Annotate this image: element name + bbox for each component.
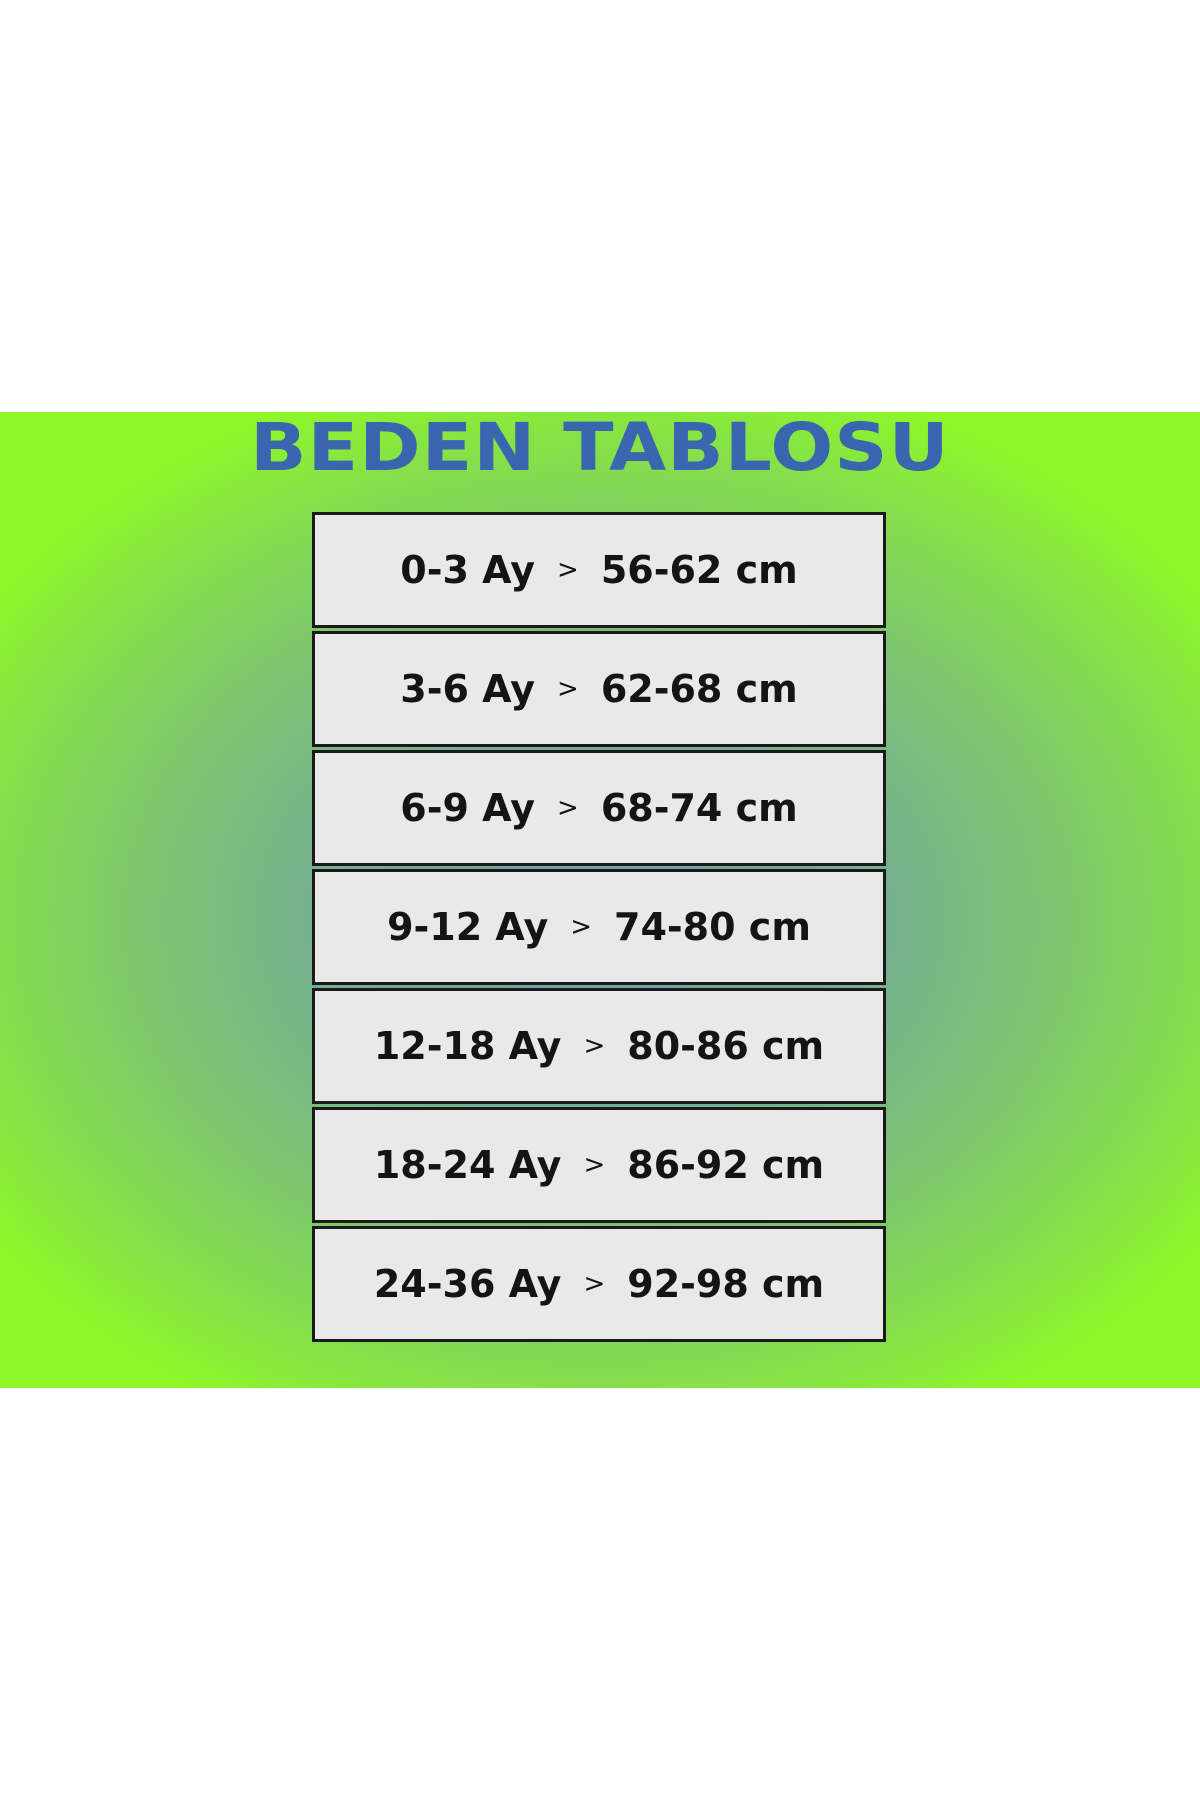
- separator-arrow: >: [557, 674, 579, 704]
- page-title: BEDEN TABLOSU: [250, 409, 950, 486]
- size-chart-panel: BEDEN TABLOSU 0-3 Ay >56-62 cm 3-6 Ay >62-6…: [0, 412, 1200, 1388]
- height-range: 92-98 cm: [627, 1262, 825, 1306]
- height-range: 68-74 cm: [600, 786, 798, 830]
- age-range: 9-12 Ay: [387, 905, 549, 949]
- size-row: 18-24 Ay >86-92 cm: [312, 1107, 886, 1223]
- size-table: 0-3 Ay >56-62 cm 3-6 Ay >62-68 cm 6-9 Ay >68-…: [312, 512, 886, 1345]
- separator-arrow: >: [557, 555, 579, 585]
- separator-arrow: >: [583, 1150, 606, 1180]
- size-row: 9-12 Ay >74-80 cm: [312, 869, 886, 985]
- size-row: 24-36 Ay >92-98 cm: [312, 1226, 886, 1342]
- age-range: 3-6 Ay: [400, 667, 536, 711]
- size-row: 3-6 Ay >62-68 cm: [312, 631, 886, 747]
- age-range: 0-3 Ay: [400, 548, 536, 592]
- height-range: 62-68 cm: [600, 667, 798, 711]
- height-range: 80-86 cm: [627, 1024, 825, 1068]
- separator-arrow: >: [570, 912, 593, 942]
- size-row: 6-9 Ay >68-74 cm: [312, 750, 886, 866]
- size-row: 12-18 Ay >80-86 cm: [312, 988, 886, 1104]
- separator-arrow: >: [557, 793, 579, 823]
- height-range: 86-92 cm: [627, 1143, 825, 1187]
- height-range: 56-62 cm: [600, 548, 798, 592]
- height-range: 74-80 cm: [614, 905, 811, 949]
- age-range: 6-9 Ay: [400, 786, 536, 830]
- size-row: 0-3 Ay >56-62 cm: [312, 512, 886, 628]
- age-range: 18-24 Ay: [373, 1143, 562, 1187]
- age-range: 12-18 Ay: [373, 1024, 562, 1068]
- age-range: 24-36 Ay: [373, 1262, 562, 1306]
- separator-arrow: >: [583, 1269, 606, 1299]
- separator-arrow: >: [583, 1031, 606, 1061]
